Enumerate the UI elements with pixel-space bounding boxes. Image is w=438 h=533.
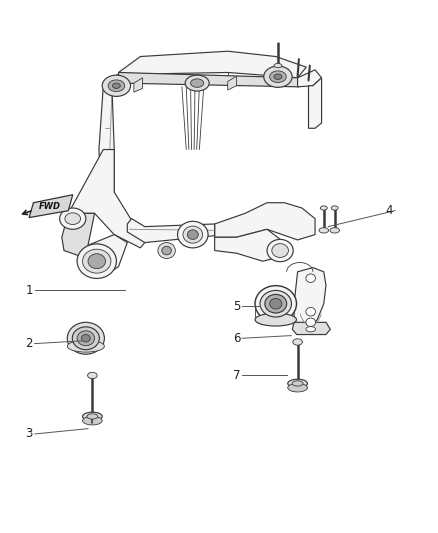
Ellipse shape — [87, 414, 98, 419]
Text: 6: 6 — [233, 332, 240, 345]
Ellipse shape — [274, 74, 282, 79]
Ellipse shape — [72, 327, 99, 350]
Ellipse shape — [183, 226, 203, 243]
Polygon shape — [127, 219, 215, 243]
Ellipse shape — [293, 339, 302, 345]
Ellipse shape — [158, 243, 175, 259]
Ellipse shape — [102, 75, 131, 96]
Ellipse shape — [264, 66, 292, 87]
Ellipse shape — [77, 331, 95, 346]
Ellipse shape — [320, 206, 327, 210]
Ellipse shape — [270, 298, 282, 309]
Polygon shape — [294, 268, 326, 328]
Ellipse shape — [81, 335, 90, 342]
Ellipse shape — [65, 213, 81, 224]
Ellipse shape — [191, 79, 204, 87]
Text: 1: 1 — [25, 284, 33, 297]
Ellipse shape — [270, 71, 286, 83]
Polygon shape — [134, 78, 143, 92]
Ellipse shape — [306, 318, 315, 327]
FancyArrowPatch shape — [22, 211, 31, 215]
Polygon shape — [99, 86, 114, 192]
Text: 4: 4 — [386, 204, 393, 217]
Ellipse shape — [288, 379, 307, 387]
Ellipse shape — [82, 416, 102, 425]
Polygon shape — [62, 213, 95, 256]
Ellipse shape — [187, 230, 198, 239]
Text: 5: 5 — [233, 300, 240, 313]
Ellipse shape — [67, 341, 104, 352]
Ellipse shape — [306, 327, 315, 332]
Ellipse shape — [60, 208, 86, 229]
Text: 3: 3 — [26, 427, 33, 440]
Polygon shape — [68, 150, 145, 248]
Polygon shape — [119, 72, 297, 87]
Ellipse shape — [77, 244, 117, 278]
Ellipse shape — [88, 372, 97, 378]
Ellipse shape — [288, 383, 307, 392]
Text: 7: 7 — [233, 369, 240, 382]
Ellipse shape — [306, 274, 315, 282]
Polygon shape — [119, 51, 306, 78]
Ellipse shape — [330, 228, 339, 233]
Ellipse shape — [260, 290, 291, 317]
Ellipse shape — [82, 249, 111, 273]
Polygon shape — [103, 74, 119, 88]
Ellipse shape — [265, 294, 287, 313]
Polygon shape — [228, 76, 237, 90]
Ellipse shape — [67, 322, 104, 354]
Ellipse shape — [162, 246, 171, 255]
Ellipse shape — [306, 308, 315, 316]
Polygon shape — [215, 203, 315, 240]
Ellipse shape — [177, 221, 208, 248]
Polygon shape — [308, 78, 321, 128]
Ellipse shape — [88, 254, 106, 269]
Polygon shape — [81, 235, 127, 277]
Ellipse shape — [331, 206, 338, 210]
Polygon shape — [29, 195, 73, 217]
Ellipse shape — [272, 244, 288, 257]
Ellipse shape — [292, 381, 303, 386]
Text: FWD: FWD — [39, 202, 60, 211]
Text: 2: 2 — [25, 337, 33, 350]
Polygon shape — [215, 229, 285, 261]
Ellipse shape — [113, 83, 120, 88]
Ellipse shape — [255, 286, 297, 322]
Ellipse shape — [108, 80, 125, 92]
Ellipse shape — [267, 239, 293, 262]
Ellipse shape — [319, 228, 328, 233]
Ellipse shape — [185, 75, 209, 91]
Polygon shape — [297, 70, 321, 87]
Ellipse shape — [274, 63, 282, 68]
Ellipse shape — [255, 313, 297, 326]
Polygon shape — [292, 322, 330, 335]
Ellipse shape — [82, 412, 102, 421]
